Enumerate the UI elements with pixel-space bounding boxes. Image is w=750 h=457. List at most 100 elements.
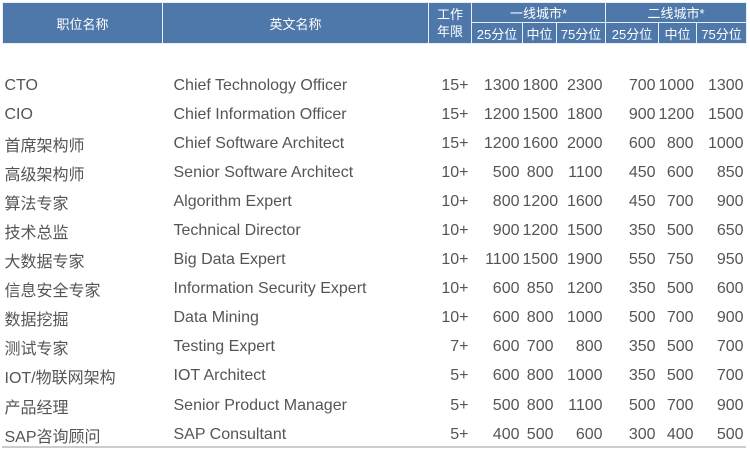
cell-experience: 5+ (450, 396, 469, 414)
cell-english-name: Algorithm Expert (173, 192, 292, 210)
cell-job-title: 信息安全专家 (4, 283, 101, 301)
cell-t2-p25: 700 (628, 76, 656, 94)
cell-job-title: 数据挖掘 (4, 312, 69, 330)
cell-t2-p25: 450 (628, 163, 656, 181)
salary-table: 职位名称 英文名称 工作 年限 一线城市* 二线城市* 25分位 中位 75分位 … (2, 2, 748, 449)
cell-t1-p75: 1500 (566, 222, 603, 240)
cell-t2-p75: 850 (716, 163, 744, 181)
table-row: 产品经理 Senior Product Manager 5+ 500 800 1100 50… (3, 391, 747, 420)
cell-t2-median: 1200 (658, 105, 695, 123)
cell-t2-p75: 500 (716, 425, 744, 443)
cell-t2-p25: 350 (628, 222, 656, 240)
cell-t1-median: 500 (526, 425, 554, 443)
cell-t2-p75: 700 (716, 338, 744, 356)
cell-experience: 10+ (441, 280, 469, 298)
cell-t2-p75: 900 (716, 309, 744, 327)
cell-t2-p75: 1300 (707, 76, 744, 94)
cell-english-name: Senior Software Architect (173, 163, 354, 181)
cell-english-name: Technical Director (173, 222, 301, 240)
cell-t1-p25: 600 (492, 280, 520, 298)
cell-t1-p25: 1100 (485, 251, 520, 269)
header-t2-p25: 25分位 (605, 22, 660, 44)
cell-t1-median: 800 (526, 367, 554, 385)
cell-t2-median: 400 (666, 425, 694, 443)
cell-t2-median: 700 (666, 396, 694, 414)
cell-t2-median: 800 (666, 134, 694, 152)
table-row: 首席架构师 Chief Software Architect 15+ 1200 1600… (3, 129, 747, 158)
cell-t1-p25: 500 (492, 163, 520, 181)
cell-t1-p25: 600 (492, 367, 520, 385)
table-row: 测试专家 Testing Expert 7+ 600 700 800 350 500 700 (3, 333, 747, 362)
cell-t1-p75: 1100 (568, 396, 603, 414)
cell-t2-p75: 900 (716, 396, 744, 414)
header-tier1: 一线城市* (470, 2, 607, 23)
cell-t2-p25: 350 (628, 367, 656, 385)
header-experience: 工作 年限 (428, 2, 472, 44)
cell-t2-p25: 350 (628, 338, 656, 356)
table-row: 信息安全专家 Information Security Expert 10+ 600 8… (3, 275, 747, 304)
cell-experience: 5+ (450, 367, 469, 385)
cell-t2-p25: 550 (628, 251, 656, 269)
cell-t1-median: 800 (526, 396, 554, 414)
cell-t1-p25: 600 (492, 338, 520, 356)
table-row: 大数据专家 Big Data Expert 10+ 1100 1500 1900 550 75… (3, 246, 747, 275)
cell-experience: 15+ (441, 105, 469, 123)
cell-t2-median: 750 (666, 251, 694, 269)
cell-t1-median: 1500 (522, 105, 559, 123)
cell-t2-p25: 900 (628, 105, 656, 123)
cell-experience: 15+ (441, 76, 469, 94)
header-job-title: 职位名称 (2, 2, 163, 44)
table-row: 数据挖掘 Data Mining 10+ 600 800 1000 500 700 900 (3, 304, 747, 333)
cell-t2-p25: 350 (628, 280, 656, 298)
cell-t2-median: 600 (666, 163, 694, 181)
cell-t2-p25: 500 (628, 309, 656, 327)
cell-english-name: Information Security Expert (173, 280, 367, 298)
cell-t1-median: 1200 (522, 192, 559, 210)
cell-t2-median: 700 (666, 309, 694, 327)
cell-t1-p75: 1600 (566, 192, 603, 210)
cell-t1-p25: 400 (492, 425, 520, 443)
cell-experience: 5+ (450, 425, 469, 443)
cell-t1-p75: 1000 (566, 309, 603, 327)
header-t1-p75: 75分位 (555, 22, 607, 44)
bottom-divider (2, 446, 746, 448)
cell-experience: 10+ (441, 309, 469, 327)
cell-experience: 10+ (441, 222, 469, 240)
cell-t1-p75: 600 (575, 425, 603, 443)
cell-t2-median: 500 (666, 338, 694, 356)
cell-t1-p25: 1300 (483, 76, 520, 94)
cell-t1-p25: 800 (492, 192, 520, 210)
cell-t1-p25: 1200 (483, 105, 520, 123)
cell-t1-median: 1200 (522, 222, 559, 240)
cell-t1-p75: 1900 (566, 251, 603, 269)
cell-english-name: Big Data Expert (173, 251, 286, 269)
cell-t2-median: 700 (666, 192, 694, 210)
cell-job-title: 首席架构师 (4, 137, 85, 155)
table-row: SAP咨询顾问 SAP Consultant 5+ 400 500 600 300 400 50… (3, 420, 747, 449)
cell-english-name: Senior Product Manager (173, 396, 347, 414)
cell-t1-p75: 2000 (566, 134, 603, 152)
cell-t2-p75: 700 (716, 367, 744, 385)
cell-job-title: SAP咨询顾问 (4, 428, 101, 446)
cell-experience: 7+ (450, 338, 469, 356)
cell-experience: 10+ (441, 192, 469, 210)
cell-t2-p75: 900 (716, 192, 744, 210)
cell-t1-p75: 800 (575, 338, 603, 356)
cell-english-name: Chief Information Officer (173, 105, 347, 123)
cell-t2-median: 500 (666, 280, 694, 298)
cell-t2-p75: 950 (716, 251, 744, 269)
cell-t1-median: 1500 (522, 251, 559, 269)
cell-t1-p25: 900 (492, 222, 520, 240)
cell-english-name: Testing Expert (173, 338, 275, 356)
cell-t2-p25: 300 (628, 425, 656, 443)
header-t1-p25: 25分位 (471, 22, 523, 44)
header-t2-median: 中位 (658, 22, 698, 44)
cell-t1-median: 700 (526, 338, 554, 356)
header-tier2: 二线城市* (605, 2, 748, 23)
cell-experience: 10+ (441, 251, 469, 269)
cell-job-title: 产品经理 (4, 399, 69, 417)
cell-job-title: 算法专家 (4, 195, 69, 213)
cell-job-title: 技术总监 (4, 225, 69, 243)
cell-t1-p25: 500 (492, 396, 520, 414)
cell-t1-p75: 1100 (568, 163, 603, 181)
